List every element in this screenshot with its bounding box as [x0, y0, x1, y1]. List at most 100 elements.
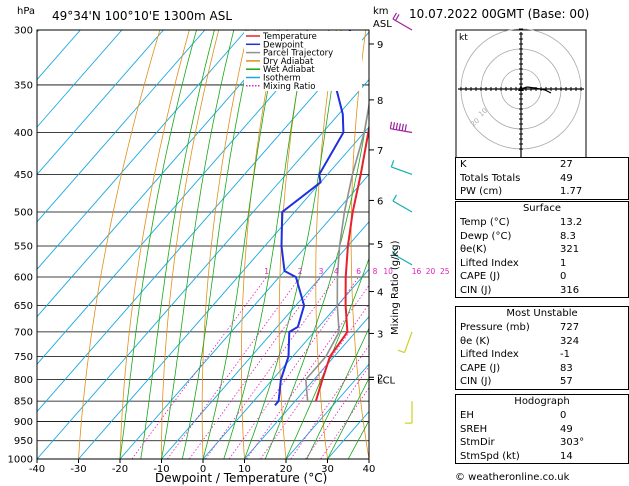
pressure-tick-label: 300 [14, 26, 33, 37]
skewt-axes: 3003504004505005506006507007508008509009… [8, 26, 450, 476]
x-tick-label: 0 [200, 464, 206, 475]
location-title: 49°34'N 100°10'E 1300m ASL [52, 9, 232, 23]
wind-barb-flag [392, 122, 396, 130]
legend-label: Dewpoint [263, 40, 304, 50]
km-tick-label: 7 [377, 146, 383, 157]
mixing-ratio-label: 1 [264, 267, 269, 276]
surface-temp-value: 13.2 [560, 217, 583, 228]
wind-barb-flag [390, 160, 395, 168]
dry-adiabat-line [78, 30, 161, 459]
x-tick-label: 40 [363, 464, 376, 475]
x-tick-label: -20 [112, 464, 128, 475]
plot-frame [36, 29, 370, 460]
hodograph-ring-label: 10 [477, 107, 489, 119]
mu-theta-label: θe (K) [460, 335, 490, 347]
mu-theta-value: 324 [560, 335, 580, 347]
wet-adiabat-line [223, 30, 309, 459]
parcel-trajectory-line [304, 100, 369, 402]
km-label: km [373, 6, 389, 17]
x-tick-label: -30 [70, 464, 86, 475]
pressure-tick-label: 850 [14, 397, 33, 408]
wind-barb-flag [401, 123, 404, 131]
mixing-ratio-label: 3 [319, 267, 324, 276]
pressure-tick-label: 900 [14, 417, 33, 428]
x-tick-label: 10 [238, 464, 251, 475]
wind-barb-flag [392, 12, 397, 20]
legend-label: Parcel Trajectory [263, 49, 333, 59]
isotherm-line [37, 30, 247, 270]
mixing-ratio-line [246, 284, 369, 459]
km-tick-label: 2 [377, 373, 383, 384]
wet-adiabat-line [140, 30, 215, 459]
surface-panel: Surface Temp (°C) 13.2 Dewp (°C) 8.3 θe(K)… [455, 201, 629, 298]
pressure-tick-label: 450 [14, 170, 33, 181]
mu-cin-label: CIN (J) [460, 376, 492, 387]
sreh-value: 49 [560, 423, 573, 435]
temperature-line [314, 122, 369, 402]
mixing-ratio-label: 4 [334, 267, 339, 276]
pressure-tick-label: 400 [14, 128, 33, 139]
legend-label: Mixing Ratio [263, 82, 315, 92]
mu-li-label: Lifted Index [460, 349, 519, 360]
stmspd-value: 14 [560, 450, 573, 462]
mixing-ratio-line [260, 303, 369, 459]
hodograph-params-panel: Hodograph EH 0 SREH 49 StmDir 303° StmSpd (… [455, 394, 629, 464]
wind-barb-flag [392, 194, 397, 202]
x-tick-label: -10 [153, 464, 169, 475]
mu-cape-label: CAPE (J) [460, 362, 501, 374]
mu-pressure-value: 727 [560, 322, 580, 333]
mu-pressure-label: Pressure (mb) [460, 322, 530, 333]
wind-barb-staff [403, 331, 413, 353]
surface-li-value: 1 [560, 257, 567, 269]
isotherm-line [37, 30, 289, 318]
mixing-ratio-label: 16 [412, 267, 422, 276]
mixing-ratio-label: 25 [440, 267, 450, 276]
stmdir-value: 303° [560, 437, 585, 448]
isotherm-line [161, 221, 369, 459]
pressure-tick-label: 950 [14, 436, 33, 447]
hpa-label: hPa [17, 6, 35, 17]
surface-title: Surface [522, 203, 562, 214]
pressure-tick-label: 500 [14, 208, 33, 219]
isotherm-line [202, 268, 369, 459]
most-unstable-panel: Most Unstable Pressure (mb) 727 θe (K) 324… [455, 306, 629, 390]
isotherm-line [78, 126, 369, 459]
mixing-ratio-line [167, 276, 301, 459]
legend-label: Dry Adiabat [263, 57, 314, 67]
asl-label: ASL [373, 19, 392, 30]
wind-barb-flag [395, 14, 400, 21]
wet-adiabat-line [285, 257, 369, 459]
mixing-ratio-axis-label: Mixing Ratio (g/kg) [390, 240, 401, 335]
wind-barb-staff [391, 166, 413, 176]
km-tick-label: 8 [377, 96, 383, 107]
dry-adiabat-line [419, 30, 452, 459]
surface-theta-value: 321 [560, 244, 580, 255]
sreh-label: SREH [460, 423, 488, 435]
eh-label: EH [460, 410, 474, 421]
wet-adiabat-line [119, 30, 197, 459]
pressure-tick-label: 700 [14, 327, 33, 338]
wind-barb-staff [392, 18, 413, 31]
pressure-tick-label: 550 [14, 241, 33, 252]
surface-cape-value: 0 [560, 271, 567, 282]
wind-barb-staff [392, 200, 413, 213]
wind-barb-flag [392, 247, 397, 255]
wind-barbs [389, 12, 413, 424]
most-unstable-title: Most Unstable [506, 308, 578, 319]
mixing-ratio-label: 2 [298, 267, 303, 276]
mu-cin-value: 57 [560, 376, 573, 387]
mu-cape-value: 83 [560, 362, 573, 374]
km-tick-label: LCL [377, 375, 396, 386]
wet-adiabat-line [264, 104, 369, 459]
wind-barb-flag [404, 124, 407, 132]
legend-box [244, 31, 362, 91]
dry-adiabat-line [241, 30, 278, 459]
mixing-ratio-label: 20 [426, 267, 436, 276]
legend-label: Temperature [262, 32, 317, 42]
wet-adiabat-line [181, 30, 256, 459]
isotherm-line [37, 30, 164, 176]
copyright-footer: © weatheronline.co.uk [455, 472, 570, 483]
